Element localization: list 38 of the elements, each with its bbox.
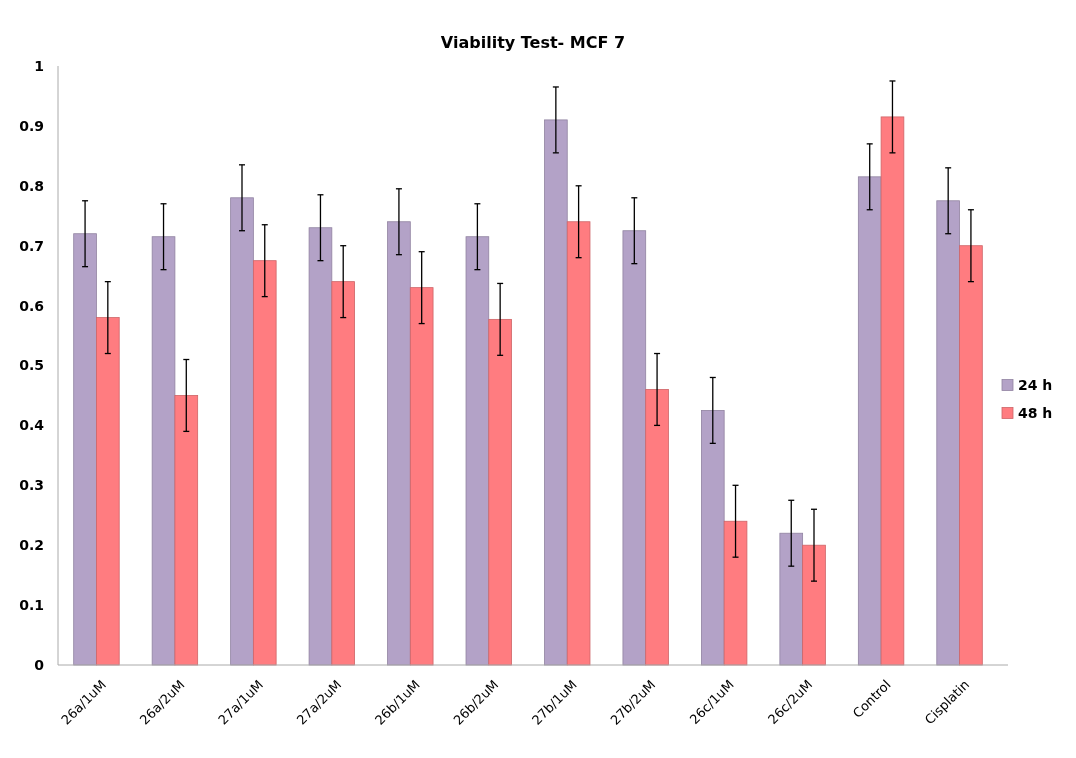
bar <box>779 532 804 666</box>
y-tick-label: 0.9 <box>19 117 44 134</box>
y-tick-label: 0.2 <box>19 537 44 554</box>
bar <box>701 410 725 666</box>
y-tick-label: 1 <box>34 57 44 74</box>
y-tick-label: 0.1 <box>19 597 44 613</box>
bar <box>308 227 333 666</box>
bar <box>151 236 176 666</box>
bar <box>230 197 254 666</box>
bar <box>936 200 960 666</box>
y-tick-label: 0.3 <box>19 477 44 494</box>
legend-label: 48 h <box>1018 405 1053 422</box>
y-tick-label: 0 <box>34 656 45 673</box>
bar <box>622 230 647 666</box>
bar <box>544 119 568 666</box>
bar <box>488 318 512 666</box>
bar <box>723 520 748 666</box>
y-tick-label: 0.4 <box>19 417 45 434</box>
bar <box>880 116 905 666</box>
bar <box>73 233 97 666</box>
bar <box>174 395 199 666</box>
y-tick-label: 0.7 <box>19 237 44 254</box>
bar <box>96 317 120 666</box>
bar <box>566 221 591 666</box>
y-tick-label: 0.5 <box>19 357 44 374</box>
bar <box>409 287 434 666</box>
bar <box>465 236 490 666</box>
bar <box>387 221 411 666</box>
bar <box>645 389 669 666</box>
bar <box>252 260 277 666</box>
y-tick-label: 0.8 <box>19 177 44 194</box>
legend-label: 24 h <box>1018 377 1053 394</box>
bar <box>959 245 983 666</box>
y-tick-label: 0.6 <box>19 297 44 314</box>
chart-title: Viability Test- MCF 7 <box>440 33 626 52</box>
bar <box>331 281 355 666</box>
bar <box>802 544 826 666</box>
bar <box>857 176 882 666</box>
